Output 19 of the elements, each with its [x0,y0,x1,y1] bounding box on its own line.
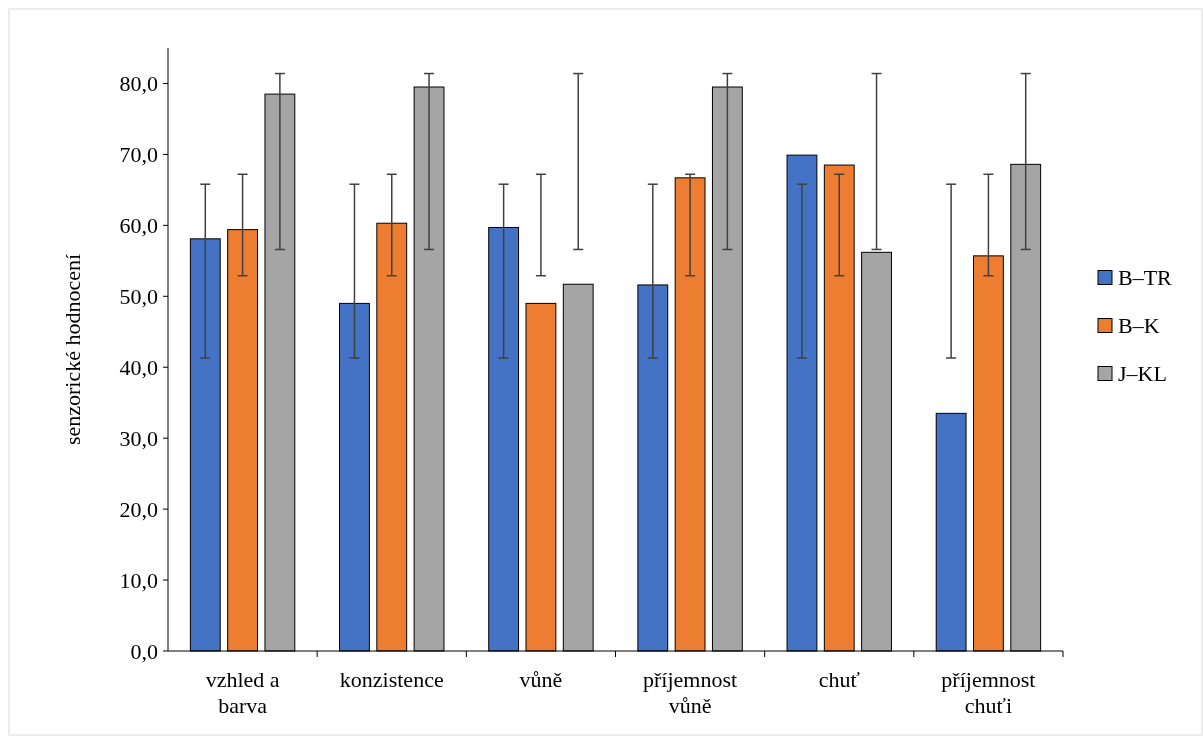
legend-label: B–TR [1118,265,1173,291]
x-tick-label: příjemnost chuťi [941,667,1036,718]
x-tick-label: vzhled a barva [205,667,280,718]
y-axis-title: senzorické hodnocení [60,253,85,446]
y-tick-label: 30,0 [119,425,158,451]
y-tick-label: 10,0 [119,567,158,593]
y-tick-label: 20,0 [119,496,158,522]
y-tick-label: 70,0 [119,142,158,168]
y-tick-label: 0,0 [130,638,158,664]
x-tick-label: konzistence [339,667,444,692]
x-tick-label: příjemnost vůně [643,667,738,718]
legend-label: J–KL [1118,361,1167,387]
x-tick-label: chuť [818,667,861,692]
y-tick-label: 40,0 [119,354,158,380]
y-tick-label: 60,0 [119,213,158,239]
y-tick-label: 50,0 [119,283,158,309]
y-tick-label: 80,0 [119,71,158,97]
legend-label: B–K [1118,313,1160,339]
x-tick-label: vůně [519,667,563,692]
